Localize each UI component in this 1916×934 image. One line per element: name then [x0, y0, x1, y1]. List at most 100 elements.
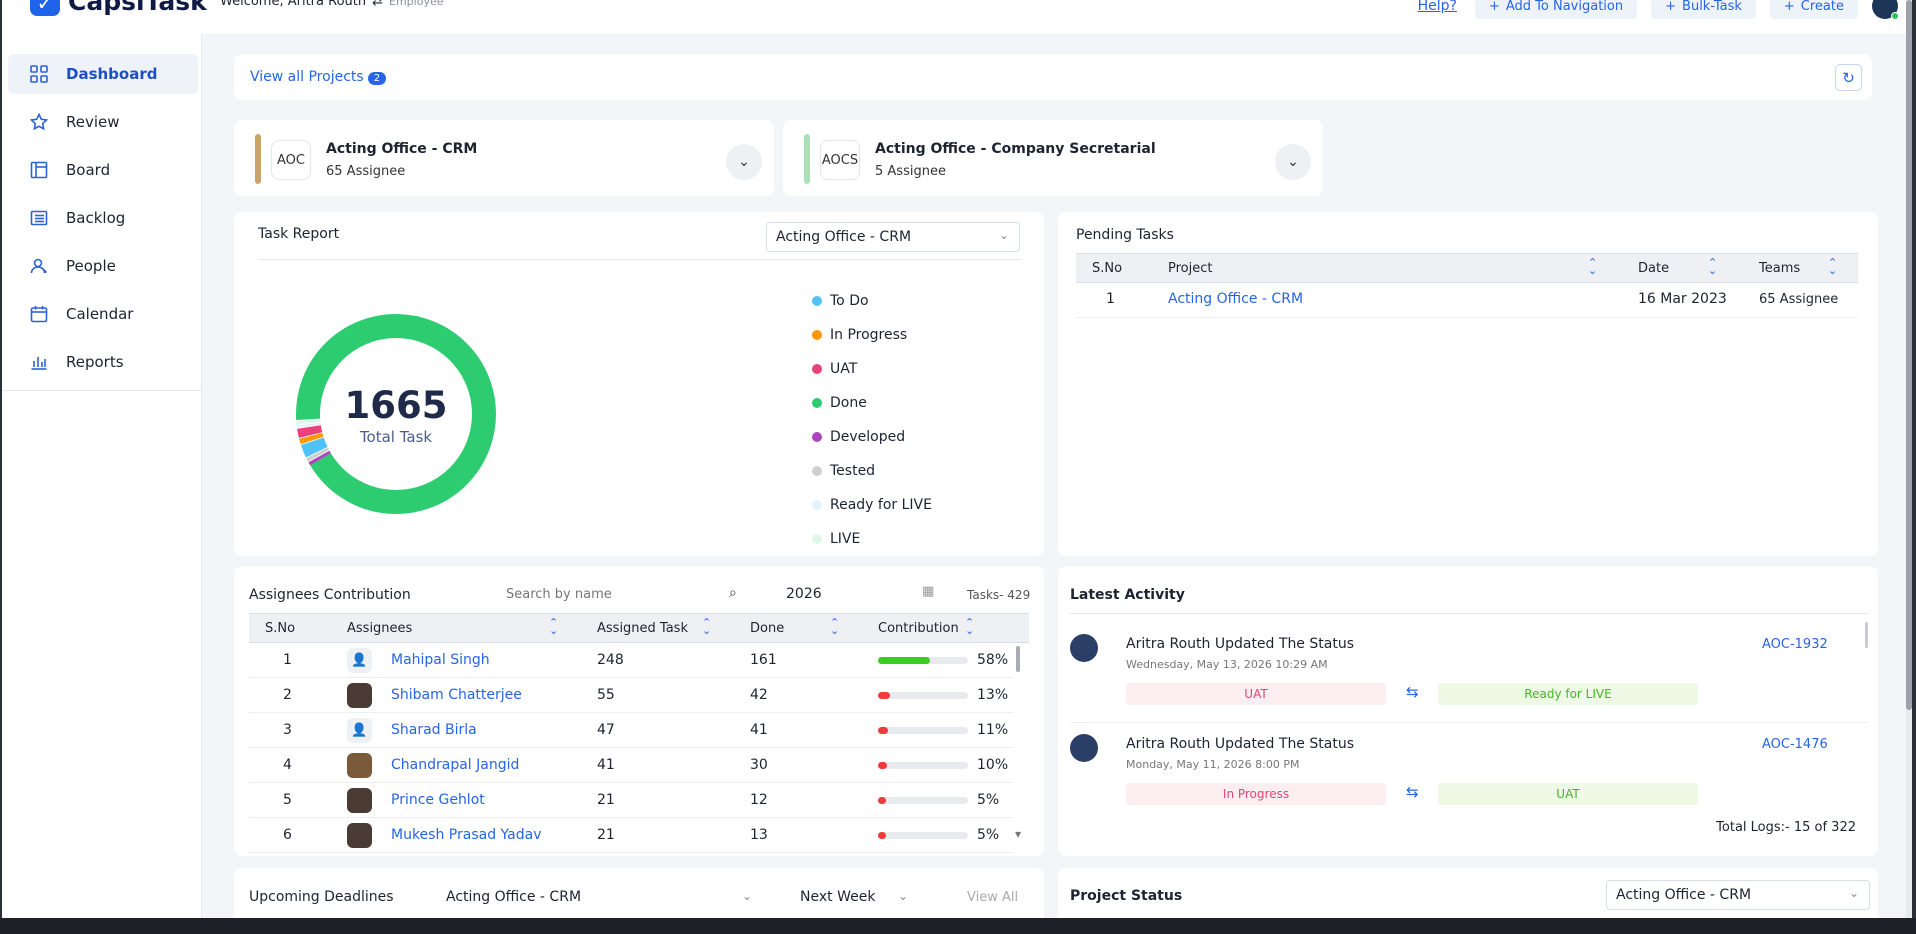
project-code: AOCS	[820, 140, 860, 180]
cell-assigned: 55	[597, 687, 615, 703]
sidebar-item-label: Board	[66, 161, 111, 179]
progress-fill	[878, 762, 887, 769]
legend-label: Ready for LIVE	[830, 497, 932, 513]
deadlines-project-select[interactable]: Acting Office - CRM ⌄	[446, 889, 752, 905]
header-actions: Help? + Add To Navigation + Bulk-Task + Cre…	[1417, 0, 1912, 20]
legend-dot	[812, 364, 822, 374]
cell-assignee-link[interactable]: Shibam Chatterjee	[391, 687, 522, 703]
create-button[interactable]: + Create	[1769, 0, 1858, 19]
cell-assignee-link[interactable]: Sharad Birla	[391, 722, 477, 738]
cell-project-link[interactable]: Acting Office - CRM	[1168, 291, 1304, 307]
cell-sno: 4	[283, 757, 292, 773]
project-color-stripe	[804, 134, 810, 184]
cell-assignee-link[interactable]: Mahipal Singh	[391, 652, 490, 668]
cell-assigned: 21	[597, 792, 615, 808]
bulk-task-button[interactable]: + Bulk-Task	[1651, 0, 1756, 19]
pending-tasks-title: Pending Tasks	[1076, 227, 1174, 243]
table-row: 5 Prince Gehlot 21 12 5%	[249, 783, 1013, 818]
sort-icon[interactable]: ⌃ ⌄	[830, 616, 840, 637]
add-to-navigation-button[interactable]: + Add To Navigation	[1474, 0, 1638, 19]
table-scrollbar[interactable]	[1016, 646, 1020, 672]
activity-text: Aritra Routh Updated The Status	[1126, 736, 1354, 752]
chevron-down-icon[interactable]: ⌄	[726, 144, 762, 180]
bar-chart-icon	[31, 357, 47, 370]
progress-fill	[878, 832, 886, 839]
swap-icon: ⇆	[1406, 683, 1419, 701]
sidebar-item-label: Backlog	[66, 209, 126, 227]
chevron-down-icon: ⌄	[742, 889, 753, 903]
user-avatar	[1070, 634, 1098, 662]
cell-date: 16 Mar 2023	[1638, 291, 1727, 307]
search-icon[interactable]: ⌕	[729, 585, 737, 601]
table-row: 6 Mukesh Prasad Yadav 21 13 5%	[249, 818, 1013, 853]
year-picker-value[interactable]: 2026	[786, 586, 822, 602]
cell-assignee-link[interactable]: Chandrapal Jangid	[391, 757, 520, 773]
page-scrollbar[interactable]	[1906, 0, 1912, 918]
activity-text: Aritra Routh Updated The Status	[1126, 636, 1354, 652]
sidebar-item-backlog[interactable]: Backlog	[8, 198, 198, 238]
sidebar-divider	[2, 390, 202, 391]
divider	[258, 259, 1020, 260]
help-link[interactable]: Help?	[1417, 0, 1457, 14]
welcome-user: Welcome, Aritra Routh	[220, 0, 367, 9]
cell-done: 41	[750, 722, 768, 738]
sort-icon[interactable]: ⌃ ⌄	[1708, 256, 1718, 277]
sidebar-item-people[interactable]: People	[8, 246, 198, 286]
refresh-icon[interactable]: ↻	[1835, 64, 1862, 91]
legend-dot	[812, 500, 822, 510]
user-avatar	[347, 683, 372, 708]
legend-label: In Progress	[830, 327, 908, 343]
assignee-search-input[interactable]	[506, 580, 726, 608]
chevron-down-icon[interactable]: ⌄	[1275, 144, 1311, 180]
user-role: Employee	[389, 0, 444, 8]
cell-contribution-pct: 10%	[977, 757, 1009, 773]
sidebar-item-board[interactable]: Board	[8, 150, 198, 190]
cell-sno: 6	[283, 827, 292, 843]
sort-icon[interactable]: ⌃ ⌄	[702, 616, 712, 637]
sidebar-item-reports[interactable]: Reports	[8, 342, 198, 382]
cell-assigned: 47	[597, 722, 615, 738]
person-icon: 👤	[347, 718, 372, 743]
legend-label: LIVE	[830, 531, 861, 547]
scrollbar-thumb[interactable]	[1906, 0, 1912, 710]
donut-slice-done	[296, 314, 496, 514]
status-from-badge: UAT	[1126, 683, 1386, 705]
contribution-progress-bar	[878, 797, 968, 804]
sidebar-item-review[interactable]: Review	[8, 102, 198, 142]
projects-count-badge: 2	[367, 72, 387, 85]
activity-scrollbar[interactable]	[1865, 622, 1868, 648]
cell-contribution-pct: 5%	[977, 792, 1000, 808]
legend-dot	[812, 466, 822, 476]
scroll-down-icon[interactable]: ▼	[1015, 830, 1022, 839]
project-code: AOC	[271, 140, 311, 180]
cell-assignee-link[interactable]: Mukesh Prasad Yadav	[391, 827, 542, 843]
sidebar-item-dashboard[interactable]: Dashboard	[8, 54, 198, 94]
table-row: 3 👤 Sharad Birla 47 41 11%	[249, 713, 1013, 748]
cell-sno: 3	[283, 722, 292, 738]
calendar-icon[interactable]: ▦	[922, 584, 935, 599]
task-id-link[interactable]: AOC-1932	[1762, 637, 1828, 652]
cell-done: 12	[750, 792, 768, 808]
app-logo[interactable]: ✓ CapsiTask	[30, 0, 207, 16]
sort-icon[interactable]: ⌃ ⌄	[549, 616, 559, 637]
people-icon	[30, 258, 48, 274]
sort-icon[interactable]: ⌃ ⌄	[965, 616, 975, 637]
task-report-project-select[interactable]: Acting Office - CRM ⌄	[766, 222, 1020, 252]
cell-contribution-pct: 5%	[977, 827, 1000, 843]
sort-icon[interactable]: ⌃ ⌄	[1828, 256, 1838, 277]
view-all-projects-link[interactable]: View all Projects 2	[250, 69, 387, 85]
project-card-aoc[interactable]: AOC Acting Office - CRM 65 Assignee ⌄	[234, 120, 774, 196]
project-card-aocs[interactable]: AOCS Acting Office - Company Secretarial…	[783, 120, 1323, 196]
project-status-select[interactable]: Acting Office - CRM ⌄	[1606, 880, 1870, 910]
cell-assignee-link[interactable]: Prince Gehlot	[391, 792, 485, 808]
divider	[1070, 722, 1868, 723]
view-all-link[interactable]: View All	[967, 890, 1019, 905]
contribution-progress-bar	[878, 832, 968, 839]
deadlines-range-select[interactable]: Next Week ⌄	[800, 889, 908, 905]
user-avatar[interactable]	[1872, 0, 1899, 20]
legend-dot	[812, 296, 822, 306]
task-id-link[interactable]: AOC-1476	[1762, 737, 1828, 752]
cell-sno: 2	[283, 687, 292, 703]
sidebar-item-calendar[interactable]: Calendar	[8, 294, 198, 334]
sort-icon[interactable]: ⌃ ⌄	[1588, 256, 1598, 277]
